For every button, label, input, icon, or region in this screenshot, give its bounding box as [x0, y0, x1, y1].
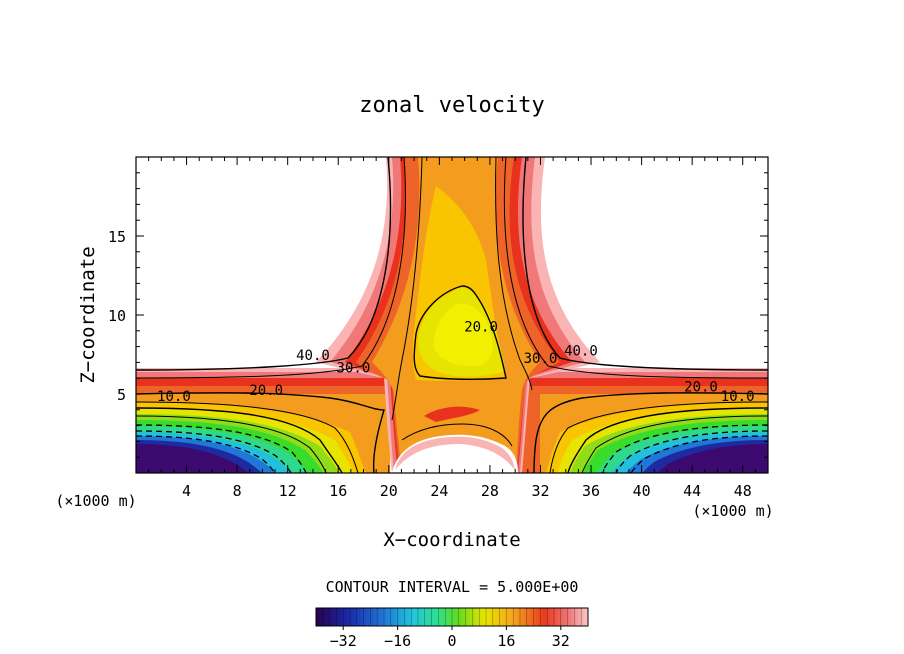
- x-unit-right: (×1000 m): [692, 502, 773, 520]
- band-center-gap-rim: [395, 436, 515, 470]
- contour-lines-negative: [136, 424, 768, 473]
- colorbar-tick-label: −32: [330, 632, 357, 650]
- x-axis-title: X−coordinate: [383, 529, 520, 551]
- y-tick-label: 5: [117, 386, 126, 404]
- band-center-8: [433, 303, 493, 367]
- contour-labels: 40.030.020.010.020.030.0 40.020.010.0: [157, 320, 755, 406]
- contour-label: 30.0: [524, 351, 558, 367]
- x-tick-label: 24: [430, 482, 448, 500]
- x-tick-label: 12: [279, 482, 297, 500]
- contour-line-neg-left-1: [136, 424, 307, 473]
- x-tick-label: 32: [531, 482, 549, 500]
- contour-fill: [136, 157, 768, 473]
- contour-lines: [136, 157, 768, 473]
- x-tick-label: 8: [233, 482, 242, 500]
- colorbar-tick-label: 32: [552, 632, 570, 650]
- contour-line-center-inner: [391, 157, 423, 421]
- x-tick-label: 40: [633, 482, 651, 500]
- contour-label: 40.0: [296, 348, 330, 364]
- contour-line-10-left: [136, 407, 343, 473]
- contour-label: 30.0: [337, 361, 371, 377]
- contour-line-30-left: [136, 157, 406, 379]
- x-tick-label: 4: [182, 482, 191, 500]
- band-left-14: [136, 444, 248, 473]
- contour-label: 20.0: [684, 380, 718, 396]
- colorbar-tick-label: 0: [447, 632, 456, 650]
- band-right-14: [657, 444, 768, 473]
- contour-label: 40.0: [564, 343, 598, 359]
- contour-line-30-right: [503, 157, 768, 379]
- contour-line-20-left: [136, 392, 385, 473]
- x-tick-label: 20: [380, 482, 398, 500]
- contour-interval-label: CONTOUR INTERVAL = 5.000E+00: [326, 578, 579, 596]
- contour-line-15-right: [549, 401, 768, 473]
- y-tick-label: 15: [108, 228, 126, 246]
- contour-line-40-right: [522, 157, 768, 371]
- contour-line-neg-right-2: [615, 430, 768, 473]
- contour-line-neg-left-3: [136, 435, 276, 473]
- contour-line-5-right: [581, 415, 768, 473]
- x-tick-label: 44: [683, 482, 701, 500]
- contour-line-20-loop: [413, 285, 507, 381]
- contour-label: 10.0: [157, 389, 191, 405]
- colorbar-tick-label: −16: [384, 632, 411, 650]
- contour-line-gap: [401, 423, 513, 447]
- chart-title: zonal velocity: [359, 93, 544, 118]
- colorbar: −32 −16 0 16 32: [315, 607, 589, 650]
- contour-label: 20.0: [249, 383, 283, 399]
- y-axis-title: Z−coordinate: [77, 246, 99, 383]
- colorbar-grid: [322, 608, 582, 626]
- contour-line-20-right: [533, 392, 768, 473]
- contour-line-neg-right-3: [630, 435, 768, 473]
- x-tick-label: 28: [481, 482, 499, 500]
- contour-line-neg-right-1: [601, 424, 768, 473]
- band-center-spot: [424, 406, 480, 422]
- x-unit-left: (×1000 m): [55, 492, 136, 510]
- contour-line-5-left: [136, 415, 327, 473]
- contour-label: 10.0: [721, 389, 755, 405]
- contour-line-center-inner-right: [495, 157, 533, 391]
- colorbar-segments: [322, 608, 582, 626]
- x-tick-label: 36: [582, 482, 600, 500]
- colorbar-ticks: −32 −16 0 16 32: [330, 626, 570, 650]
- y-tick-label: 10: [108, 307, 126, 325]
- x-tick-label: 16: [329, 482, 347, 500]
- contour-label: 20.0: [464, 320, 498, 336]
- x-tick-label: 48: [734, 482, 752, 500]
- contour-line-40-left: [136, 157, 392, 371]
- contour-line-neg-left-2: [136, 430, 292, 473]
- colorbar-tick-label: 16: [497, 632, 515, 650]
- contour-line-15-left: [136, 401, 359, 473]
- contour-line-10-right: [567, 407, 768, 473]
